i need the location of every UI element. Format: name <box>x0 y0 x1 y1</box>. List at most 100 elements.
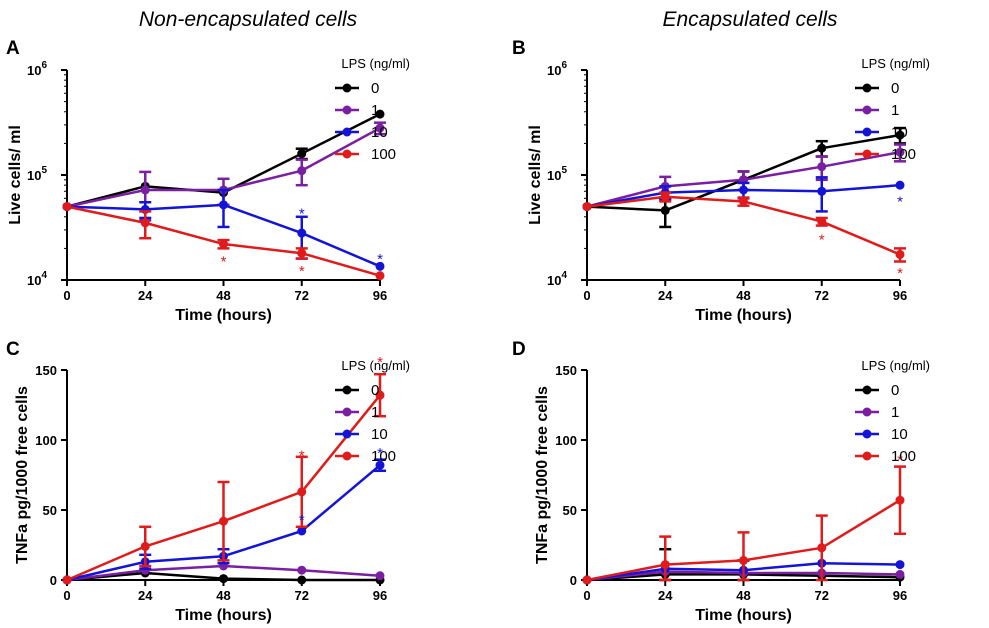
significance-marker: * <box>221 254 227 271</box>
x-tick-label: 24 <box>138 288 153 303</box>
data-point <box>219 516 228 526</box>
data-point <box>375 123 385 133</box>
x-tick-label: 0 <box>583 288 590 303</box>
data-point <box>297 526 307 536</box>
data-point <box>219 574 228 584</box>
column-title-left: Non-encapsulated cells <box>139 8 358 31</box>
data-point <box>297 149 307 159</box>
y-axis-label: TNFa pg/1000 free cells <box>534 386 551 564</box>
data-point <box>817 162 827 172</box>
data-point <box>582 575 592 585</box>
y-tick-label: 50 <box>43 503 57 518</box>
y-tick-label: 0 <box>570 573 577 588</box>
legend-swatch-marker <box>862 451 872 461</box>
legend-swatch-marker <box>862 385 872 395</box>
x-axis-label: Time (hours) <box>175 607 272 624</box>
legend-swatch-marker <box>862 429 872 439</box>
legend-title: LPS (ng/ml) <box>861 358 930 373</box>
y-tick-base: 10 <box>27 273 41 288</box>
x-tick-label: 48 <box>216 588 230 603</box>
y-axis-label: Live cells/ ml <box>527 125 544 225</box>
y-tick-label: 104 <box>27 270 47 288</box>
series-100 <box>582 191 906 263</box>
x-tick-label: 24 <box>138 588 153 603</box>
legend-label: 100 <box>371 146 396 163</box>
x-tick-label: 0 <box>63 588 70 603</box>
legend-label: 1 <box>891 102 899 119</box>
series-100 <box>582 465 906 585</box>
legend-label: 1 <box>371 102 379 119</box>
legend-label: 10 <box>891 426 908 443</box>
y-tick-exponent: 4 <box>41 270 47 281</box>
x-tick-label: 72 <box>295 588 309 603</box>
data-point <box>297 575 307 585</box>
significance-marker: * <box>819 231 825 248</box>
data-point <box>660 192 670 202</box>
data-point <box>895 180 905 190</box>
significance-marker: * <box>897 452 903 469</box>
panel-letter: B <box>512 38 526 59</box>
legend-swatch-marker <box>342 127 352 137</box>
significance-marker: * <box>299 448 305 465</box>
legend-label: 0 <box>891 382 899 399</box>
y-tick-label: 104 <box>547 270 567 288</box>
column-title-right: Encapsulated cells <box>662 8 838 31</box>
legend-label: 0 <box>371 382 379 399</box>
significance-marker: * <box>377 251 383 268</box>
y-tick-exponent: 4 <box>561 270 567 281</box>
legend-title: LPS (ng/ml) <box>861 56 930 71</box>
legend-label: 10 <box>371 124 388 141</box>
y-tick-base: 10 <box>547 63 561 78</box>
x-tick-label: 48 <box>216 288 230 303</box>
legend-label: 100 <box>371 448 396 465</box>
data-point <box>895 569 905 579</box>
series-100 <box>62 202 385 281</box>
significance-marker: * <box>299 263 305 280</box>
data-point <box>219 239 228 249</box>
data-point <box>297 228 307 238</box>
x-tick-label: 0 <box>63 288 70 303</box>
data-point <box>895 495 905 505</box>
y-tick-label: 100 <box>555 433 577 448</box>
data-point <box>297 487 307 497</box>
legend-label: 100 <box>891 146 916 163</box>
legend-label: 10 <box>371 426 388 443</box>
y-tick-label: 106 <box>547 60 567 78</box>
significance-marker: * <box>897 265 903 282</box>
data-point <box>140 185 150 195</box>
legend-label: 1 <box>891 404 899 421</box>
x-tick-label: 96 <box>893 288 907 303</box>
y-axis-label: TNFa pg/1000 free cells <box>14 386 31 564</box>
y-tick-label: 100 <box>35 433 57 448</box>
x-tick-label: 96 <box>893 588 907 603</box>
data-point <box>375 390 385 400</box>
significance-marker: * <box>897 193 903 210</box>
data-point <box>817 143 827 153</box>
data-point <box>140 541 150 551</box>
legend-swatch-marker <box>342 105 352 115</box>
data-point <box>895 130 905 140</box>
x-tick-label: 48 <box>736 588 750 603</box>
data-point <box>739 196 748 206</box>
data-point <box>62 575 72 585</box>
legend-swatch-marker <box>862 105 872 115</box>
x-tick-label: 24 <box>658 588 673 603</box>
data-point <box>817 217 827 227</box>
legend-label: 1 <box>371 404 379 421</box>
legend-swatch-marker <box>342 451 352 461</box>
data-point <box>660 560 670 570</box>
y-axis-label: Live cells/ ml <box>7 125 24 225</box>
x-axis-label: Time (hours) <box>695 307 792 324</box>
legend-label: 0 <box>371 80 379 97</box>
data-point <box>582 202 592 212</box>
data-point <box>375 109 385 119</box>
x-tick-label: 96 <box>373 588 387 603</box>
legend-title: LPS (ng/ml) <box>341 56 410 71</box>
x-tick-label: 48 <box>736 288 750 303</box>
y-tick-exponent: 5 <box>41 165 47 176</box>
legend-swatch-marker <box>342 407 352 417</box>
data-point <box>140 218 150 228</box>
x-tick-label: 0 <box>583 588 590 603</box>
legend-swatch-marker <box>342 429 352 439</box>
